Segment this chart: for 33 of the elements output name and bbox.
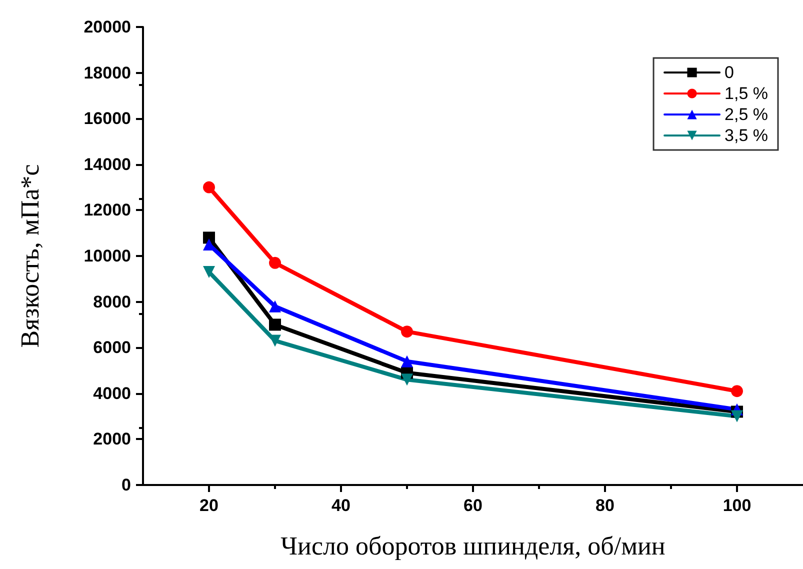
point bbox=[731, 410, 743, 422]
y-tick-label: 14000 bbox=[84, 154, 131, 174]
point bbox=[731, 385, 743, 398]
x-tick-label: 40 bbox=[332, 496, 350, 515]
legend-label: 3,5 % bbox=[724, 126, 768, 145]
x-tick-label: 60 bbox=[464, 496, 482, 515]
x-tick-label: 100 bbox=[722, 496, 752, 515]
point bbox=[401, 374, 413, 386]
y-tick-label: 6000 bbox=[93, 338, 131, 358]
point bbox=[401, 355, 413, 368]
y-tick-label: 4000 bbox=[93, 384, 131, 403]
point bbox=[269, 318, 281, 331]
point bbox=[269, 256, 281, 269]
x-tick-label: 20 bbox=[200, 496, 218, 515]
point bbox=[269, 300, 281, 312]
point bbox=[401, 326, 413, 338]
point bbox=[203, 266, 215, 278]
y-tick-label: 8000 bbox=[93, 292, 131, 312]
x-axis-title: Число оборотов шпинделя, об/мин bbox=[280, 532, 666, 560]
legend-label: 2,5 % bbox=[724, 105, 768, 124]
y-axis-title: Вязкость, мПа*с bbox=[16, 164, 44, 348]
point bbox=[203, 181, 215, 194]
y-tick-label: 2000 bbox=[93, 430, 131, 449]
y-tick-label: 16000 bbox=[84, 109, 131, 128]
x-tick-label: 80 bbox=[596, 496, 614, 515]
y-tick-label: 0 bbox=[122, 476, 131, 494]
y-tick-label: 10000 bbox=[84, 246, 131, 266]
legend-label: 1,5 % bbox=[724, 84, 768, 103]
y-tick-label: 18000 bbox=[84, 63, 131, 82]
y-tick-label: 12000 bbox=[84, 200, 131, 220]
y-tick-label: 20000 bbox=[84, 18, 131, 36]
legend-label: 0 bbox=[724, 63, 734, 82]
point bbox=[203, 232, 215, 244]
